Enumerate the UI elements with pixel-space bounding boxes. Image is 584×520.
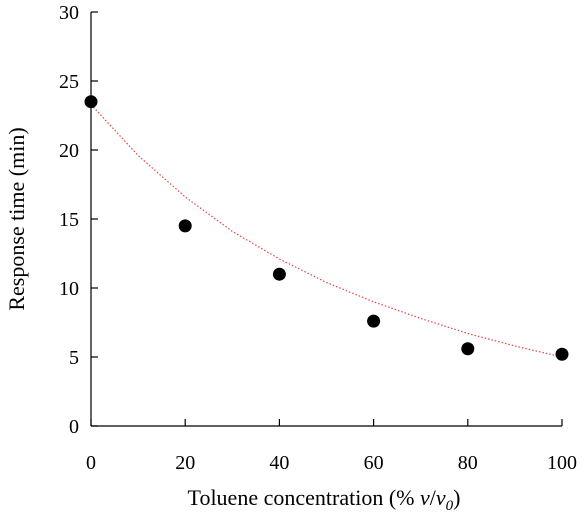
x-tick-label: 0	[86, 452, 96, 474]
x-tick-label: 40	[269, 452, 289, 474]
y-tick-label: 30	[59, 2, 79, 24]
data-point	[367, 314, 381, 328]
x-tick-label: 80	[458, 452, 478, 474]
y-tick-label: 25	[59, 71, 79, 93]
x-tick-label: 60	[364, 452, 384, 474]
x-axis-ticks: 0 20 40 60 80 100	[86, 419, 577, 474]
y-tick-label: 0	[69, 416, 79, 438]
y-tick-label: 5	[69, 347, 79, 369]
data-point	[555, 347, 569, 361]
y-axis-title: Response time (min)	[4, 127, 29, 310]
x-tick-label: 20	[175, 452, 195, 474]
y-tick-label: 15	[59, 209, 79, 231]
data-point	[84, 95, 98, 109]
data-point	[272, 267, 286, 281]
y-axis-ticks: 0 5 10 15 20 25 30	[59, 2, 98, 438]
x-axis-title: Toluene concentration (% v/v0)	[188, 485, 461, 514]
trendline	[90, 104, 563, 358]
y-tick-label: 10	[59, 278, 79, 300]
x-tick-label: 100	[547, 452, 577, 474]
data-point	[178, 219, 192, 233]
data-point	[461, 342, 475, 356]
data-points	[84, 95, 569, 361]
y-tick-label: 20	[59, 140, 79, 162]
